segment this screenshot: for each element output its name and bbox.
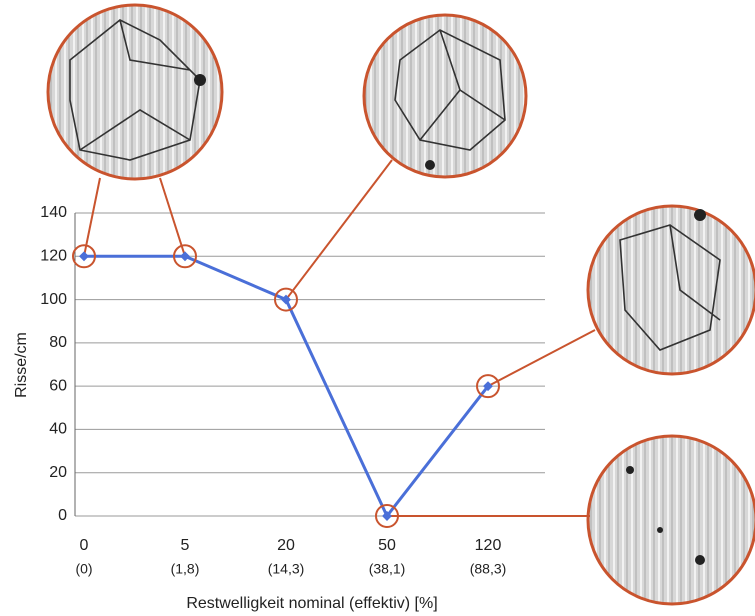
x-tick-label: 5 xyxy=(181,537,190,554)
highlight-ring xyxy=(173,244,197,269)
y-tick-label: 60 xyxy=(49,377,67,394)
data-point xyxy=(79,251,89,262)
grain-boundary xyxy=(394,29,506,151)
x-tick-label: 20 xyxy=(277,537,295,554)
leader-line xyxy=(285,159,393,301)
y-tick-label: 140 xyxy=(40,204,67,221)
highlight-ring xyxy=(274,287,298,312)
y-axis-label: Risse/cm xyxy=(13,332,30,398)
pore xyxy=(626,466,634,474)
leader-line xyxy=(487,329,596,388)
pore xyxy=(425,160,435,170)
highlight-ring xyxy=(476,374,500,399)
x-tick-sublabel: (14,3) xyxy=(268,561,305,577)
leader-line xyxy=(159,177,186,257)
grain-boundary xyxy=(69,19,201,161)
micrograph xyxy=(586,204,755,376)
pore xyxy=(694,209,706,221)
micrograph xyxy=(586,434,755,606)
micrograph-insets xyxy=(46,3,755,606)
data-point xyxy=(382,511,392,521)
grain-boundary xyxy=(619,224,721,351)
leader-line xyxy=(83,177,101,257)
y-tick-label: 0 xyxy=(58,507,67,524)
micrograph xyxy=(362,13,528,179)
y-tick-label: 80 xyxy=(49,334,67,351)
y-tick-label: 100 xyxy=(40,291,67,308)
x-tick-sublabel: (0) xyxy=(75,561,92,577)
pore xyxy=(695,555,705,565)
pore xyxy=(657,527,663,533)
x-tick-sublabel: (1,8) xyxy=(171,561,200,577)
highlight-ring xyxy=(375,504,399,528)
micrograph xyxy=(46,3,224,181)
highlight-ring xyxy=(72,244,96,269)
y-tick-label: 20 xyxy=(49,464,67,481)
x-tick-label: 120 xyxy=(475,537,502,554)
x-tick-sublabel: (88,3) xyxy=(470,561,507,577)
x-tick-label: 50 xyxy=(378,537,396,554)
x-tick-sublabel: (38,1) xyxy=(369,561,406,577)
pore xyxy=(194,74,206,86)
data-point xyxy=(180,251,190,262)
data-point xyxy=(281,294,291,305)
y-tick-label: 40 xyxy=(49,421,67,438)
x-axis-label: Restwelligkeit nominal (effektiv) [%] xyxy=(186,595,437,612)
data-point xyxy=(483,381,493,392)
x-tick-label: 0 xyxy=(80,537,89,554)
y-tick-label: 120 xyxy=(40,248,67,265)
